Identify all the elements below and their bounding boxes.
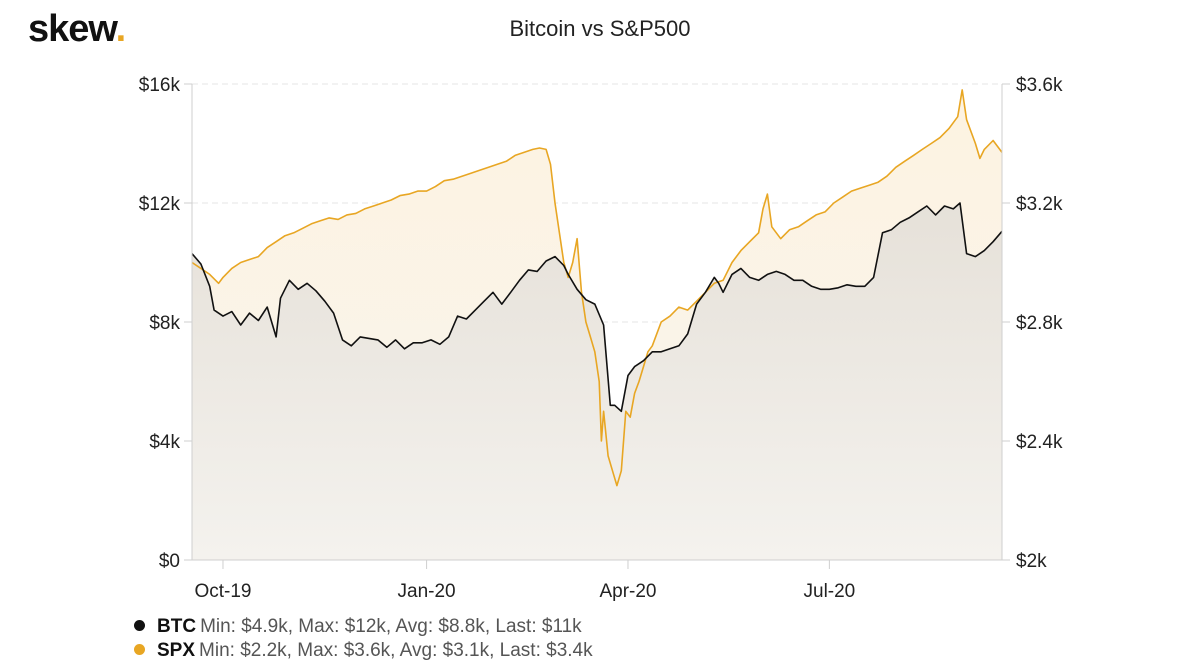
x-tick-label: Jul-20	[804, 581, 856, 602]
x-tick-label: Jan-20	[398, 581, 456, 602]
spx-line	[191, 89, 1003, 487]
left-tick-label: $0	[159, 551, 180, 572]
right-tick-label: $2.8k	[1016, 313, 1063, 334]
brand-name: skew	[28, 8, 117, 50]
left-tick-label: $4k	[149, 432, 180, 453]
legend-btc-stats: Min: $4.9k, Max: $12k, Avg: $8.8k, Last:…	[200, 616, 582, 637]
btc-dot-icon	[134, 620, 145, 632]
btc-line	[191, 202, 1003, 413]
btc-area	[192, 203, 1002, 560]
left-tick-label: $8k	[149, 313, 180, 334]
legend-spx-name: SPX	[157, 640, 196, 661]
legend-btc[interactable]: BTC Min: $4.9k, Max: $12k, Avg: $8.8k, La…	[134, 616, 582, 638]
right-tick-label: $2k	[1016, 551, 1047, 572]
right-tick-label: $3.6k	[1016, 75, 1063, 96]
legend-spx[interactable]: SPX Min: $2.2k, Max: $3.6k, Avg: $3.1k, L…	[134, 640, 593, 662]
legend-btc-name: BTC	[157, 616, 197, 637]
brand-logo: skew.	[28, 8, 127, 51]
left-tick-label: $12k	[139, 194, 181, 215]
right-tick-label: $2.4k	[1016, 432, 1063, 453]
x-tick-label: Oct-19	[194, 581, 251, 602]
chart-title: Bitcoin vs S&P500	[509, 16, 691, 41]
spx-dot-icon	[134, 644, 145, 656]
brand-dot: .	[115, 8, 127, 50]
x-tick-label: Apr-20	[599, 581, 656, 602]
legend-spx-stats: Min: $2.2k, Max: $3.6k, Avg: $3.1k, Last…	[199, 640, 593, 661]
right-tick-label: $3.2k	[1016, 194, 1063, 215]
axes: $0 $4k $8k $12k $16k $2k $2.4k $2.8k $3.2k $3.6k O…	[139, 75, 1063, 602]
series-lines	[191, 89, 1003, 487]
series-areas	[192, 89, 1002, 561]
left-tick-label: $16k	[139, 75, 181, 96]
